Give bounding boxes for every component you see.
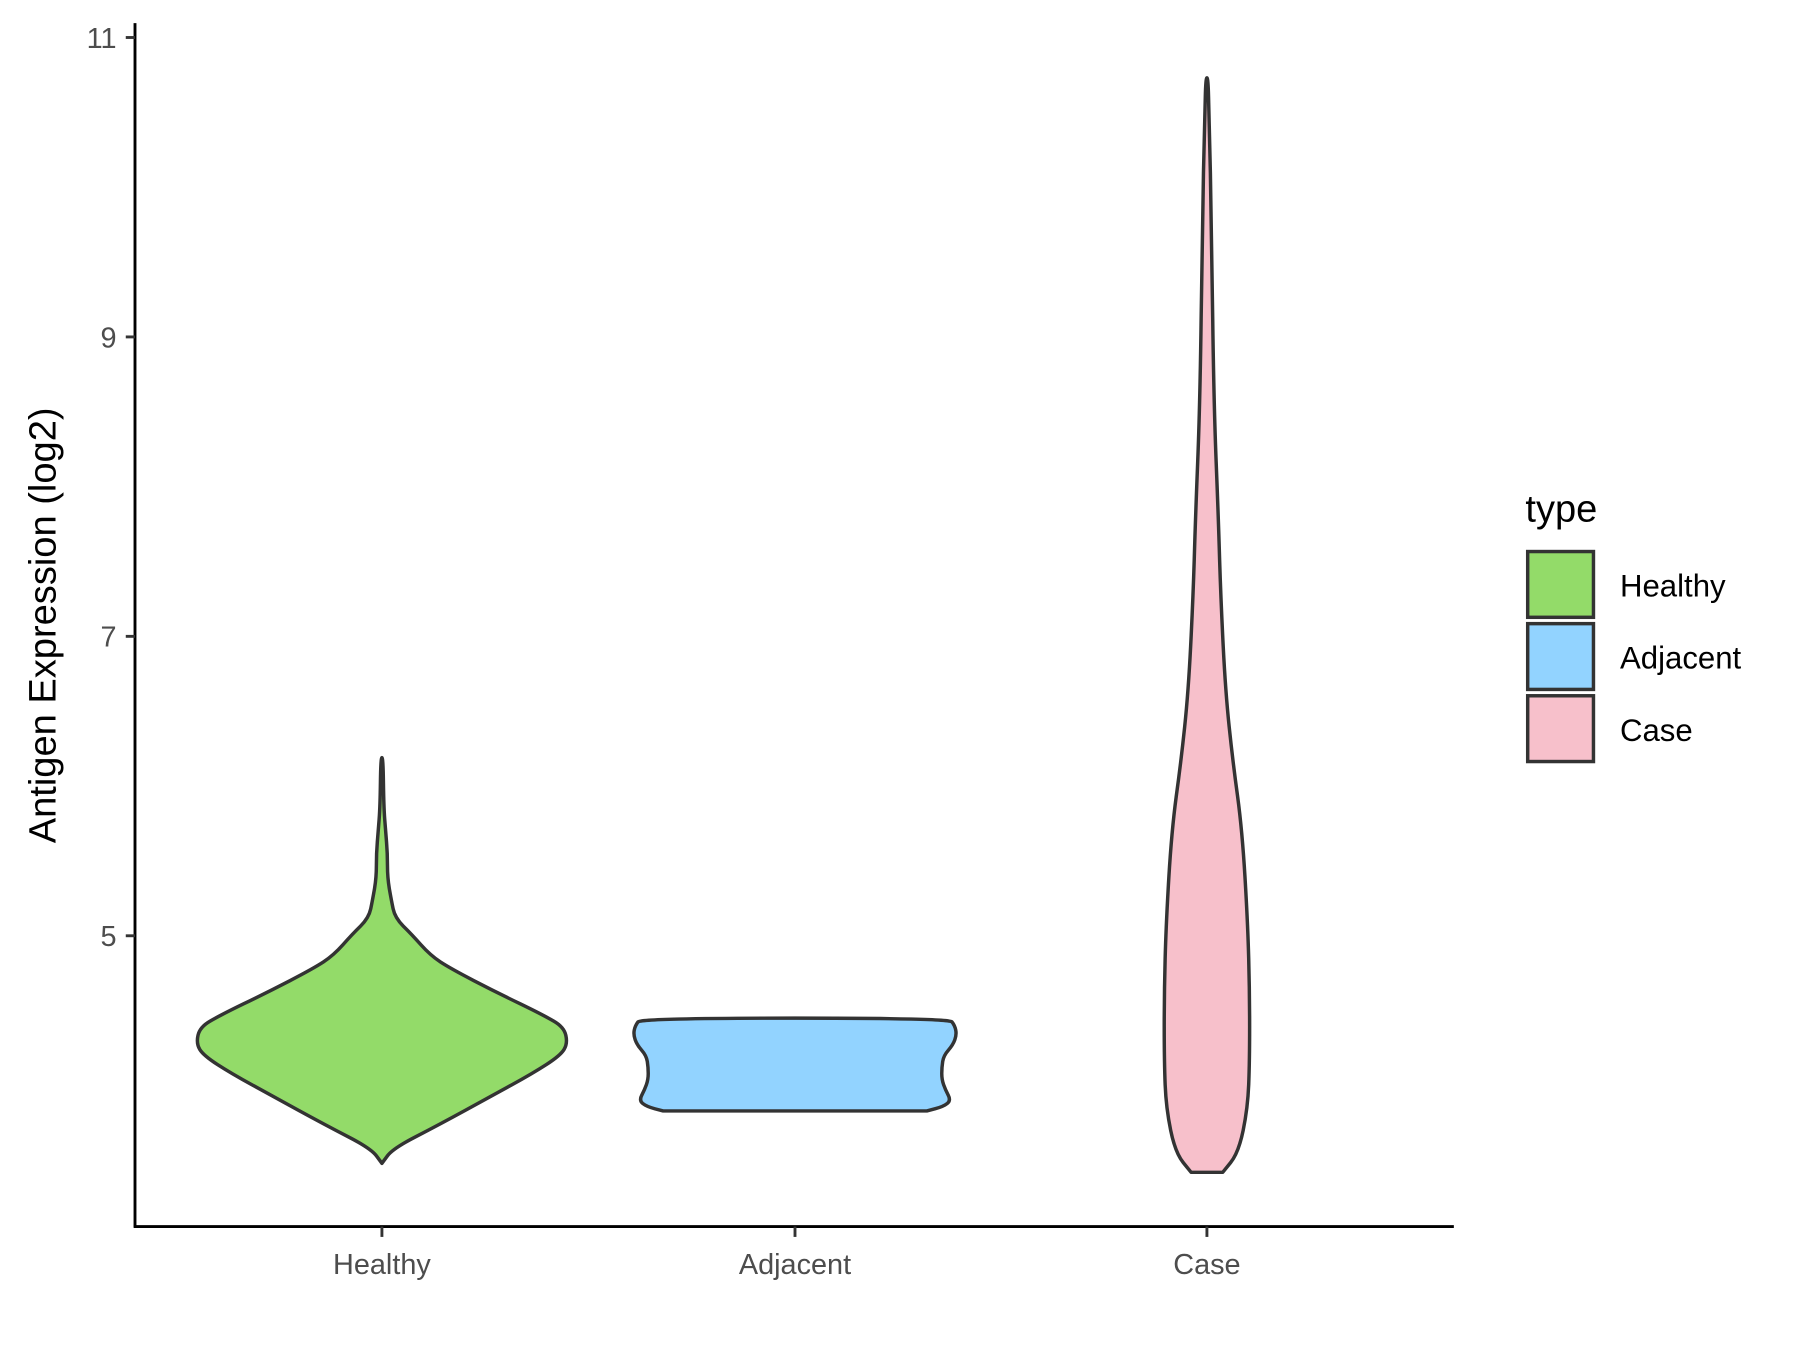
x-tick-label: Adjacent (739, 1249, 851, 1281)
x-tick-label: Healthy (333, 1249, 431, 1281)
legend-label: Case (1620, 713, 1693, 748)
y-axis-title: Antigen Expression (log2) (22, 407, 64, 843)
violins (195, 76, 1252, 1175)
legend-label: Healthy (1620, 569, 1726, 604)
y-tick-label: 5 (100, 921, 116, 953)
legend-key-adjacent (1525, 621, 1596, 692)
violin-adjacent (632, 1016, 958, 1113)
legend-label: Adjacent (1620, 641, 1742, 676)
y-tick-label: 9 (100, 322, 116, 354)
x-ticks: Healthy Adjacent Case (333, 1226, 1241, 1281)
legend-key-healthy (1525, 549, 1596, 620)
violin-healthy (195, 755, 569, 1166)
x-tick-label: Case (1173, 1249, 1240, 1281)
legend-key-case (1525, 694, 1596, 764)
y-tick-label: 11 (87, 23, 117, 55)
legend: type Healthy Adjacent Case (1525, 489, 1742, 764)
legend-title: type (1525, 489, 1597, 531)
y-tick-label: 7 (100, 622, 116, 654)
y-ticks: 5 7 9 11 (87, 23, 135, 953)
violin-case (1162, 76, 1252, 1175)
